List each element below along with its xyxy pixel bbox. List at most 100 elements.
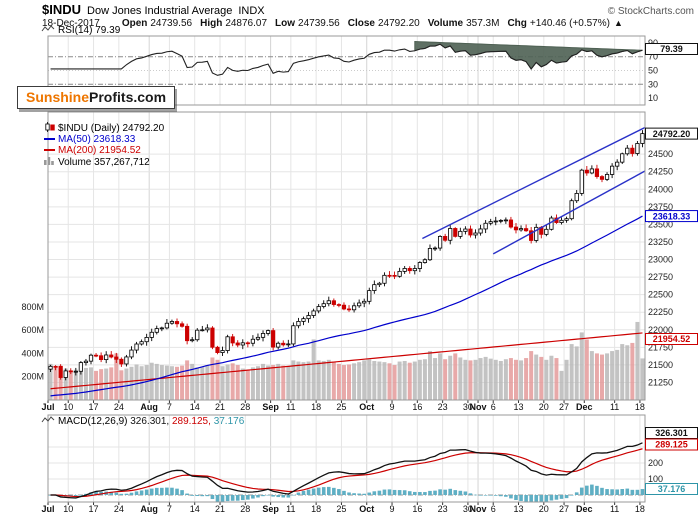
svg-text:200M: 200M — [21, 372, 44, 382]
svg-text:10: 10 — [63, 402, 73, 412]
svg-text:13: 13 — [514, 402, 524, 412]
svg-text:23750: 23750 — [648, 202, 673, 212]
svg-text:21250: 21250 — [648, 377, 673, 387]
svg-text:18: 18 — [311, 504, 321, 514]
ma50-line — [50, 215, 643, 397]
macd-line — [50, 442, 643, 499]
svg-text:18: 18 — [635, 504, 645, 514]
macd-squiggle-icon — [41, 416, 55, 423]
svg-text:Nov: Nov — [470, 402, 487, 412]
watermark-sunshine: Sunshine — [26, 89, 90, 105]
svg-text:23618.33: 23618.33 — [653, 211, 691, 221]
svg-text:18: 18 — [635, 402, 645, 412]
svg-text:7: 7 — [167, 504, 172, 514]
candlesticks — [48, 130, 645, 381]
copyright: © StockCharts.com — [607, 6, 694, 17]
legend-volume: Volume 357,267,712 — [58, 157, 150, 168]
svg-text:14: 14 — [190, 504, 200, 514]
svg-text:Jul: Jul — [41, 504, 54, 514]
svg-text:11: 11 — [286, 504, 295, 514]
svg-text:70: 70 — [648, 52, 658, 62]
svg-text:Dec: Dec — [576, 402, 593, 412]
svg-text:400M: 400M — [21, 348, 44, 358]
svg-text:Aug: Aug — [140, 504, 158, 514]
high-label: High — [200, 18, 223, 29]
up-arrow-icon: ▲ — [613, 18, 623, 28]
svg-text:24250: 24250 — [648, 167, 673, 177]
panel-borders — [47, 35, 646, 503]
chg-label: Chg — [507, 18, 527, 29]
svg-text:11: 11 — [610, 402, 619, 412]
high-value: 24876.07 — [225, 18, 268, 29]
svg-text:21: 21 — [215, 504, 225, 514]
svg-text:Jul: Jul — [41, 402, 54, 412]
svg-text:16: 16 — [412, 504, 422, 514]
quote-date: 18-Dec-2017 — [42, 18, 100, 29]
svg-text:13: 13 — [514, 504, 524, 514]
svg-text:600M: 600M — [21, 325, 44, 335]
legend-ma200: MA(200) 21954.52 — [58, 145, 141, 156]
svg-text:Sep: Sep — [262, 504, 279, 514]
svg-text:326.301: 326.301 — [655, 428, 688, 438]
svg-text:Sep: Sep — [262, 402, 279, 412]
svg-text:30: 30 — [463, 504, 473, 514]
svg-text:37.176: 37.176 — [658, 484, 686, 494]
svg-text:20: 20 — [539, 504, 549, 514]
svg-text:9: 9 — [390, 402, 395, 412]
svg-text:24000: 24000 — [648, 184, 673, 194]
volume-value: 357.3M — [466, 18, 500, 29]
axis-labels: 90 70 50 30 10 24500 24250 24000 23750 23500 23250… — [21, 38, 673, 484]
volume-bars-icon — [44, 160, 47, 165]
svg-text:Aug: Aug — [140, 402, 158, 412]
svg-text:20: 20 — [539, 402, 549, 412]
svg-text:9: 9 — [390, 504, 395, 514]
svg-text:14: 14 — [190, 402, 200, 412]
svg-text:22500: 22500 — [648, 290, 673, 300]
svg-text:800M: 800M — [21, 302, 44, 312]
svg-text:Dec: Dec — [576, 504, 593, 514]
svg-text:27: 27 — [559, 504, 569, 514]
macd-label: MACD(12,26,9) 326.301, 289.125, 37.176 — [58, 416, 245, 427]
svg-text:28: 28 — [240, 504, 250, 514]
svg-text:21954.52: 21954.52 — [653, 334, 691, 344]
low-label: Low — [275, 18, 296, 29]
svg-text:24: 24 — [114, 504, 124, 514]
x-axis: Jul Jul 10 10 17 17 24 24 Aug Aug 7 7 14 14 21 21 28 28 Se… — [41, 400, 645, 514]
volume-bars — [48, 321, 645, 400]
svg-text:90: 90 — [648, 38, 658, 48]
svg-text:23000: 23000 — [648, 255, 673, 265]
svg-text:22750: 22750 — [648, 272, 673, 282]
svg-text:24: 24 — [114, 402, 124, 412]
svg-text:289.125: 289.125 — [655, 440, 688, 450]
svg-text:16: 16 — [412, 402, 422, 412]
svg-text:23250: 23250 — [648, 237, 673, 247]
svg-text:21500: 21500 — [648, 360, 673, 370]
svg-text:50: 50 — [648, 66, 658, 76]
sunshineprofits-watermark[interactable]: SunshineProfits.com — [17, 86, 176, 109]
rsi-line — [50, 43, 643, 76]
svg-text:22000: 22000 — [648, 325, 673, 335]
svg-text:79.39: 79.39 — [660, 44, 683, 54]
legend-symbol: $INDU (Daily) 24792.20 — [58, 123, 165, 134]
open-value: 24739.56 — [150, 18, 193, 29]
volume-label: Volume — [427, 18, 464, 29]
svg-text:17: 17 — [89, 504, 99, 514]
svg-text:22250: 22250 — [648, 307, 673, 317]
svg-text:23500: 23500 — [648, 219, 673, 229]
svg-text:25: 25 — [336, 504, 346, 514]
svg-text:Oct: Oct — [359, 504, 374, 514]
svg-text:100: 100 — [648, 474, 663, 484]
svg-text:27: 27 — [559, 402, 569, 412]
ma200-line — [50, 332, 643, 390]
quote-row: 18-Dec-2017 Open 24739.56 High 24876.07 Lo… — [0, 18, 700, 29]
svg-text:18: 18 — [311, 402, 321, 412]
svg-text:21: 21 — [215, 402, 225, 412]
macd-signal-line — [50, 448, 643, 498]
value-boxes: 79.39 24792.20 23618.33 21954.52 326.301 289.… — [645, 43, 698, 495]
watermark-profits: Profits.com — [89, 89, 167, 105]
legends: RSI(14) 79.39 $INDU (Daily) 24792.20MA(50… — [41, 25, 245, 427]
svg-text:Nov: Nov — [470, 504, 487, 514]
open-label: Open — [121, 18, 148, 29]
trendlines — [422, 126, 646, 255]
